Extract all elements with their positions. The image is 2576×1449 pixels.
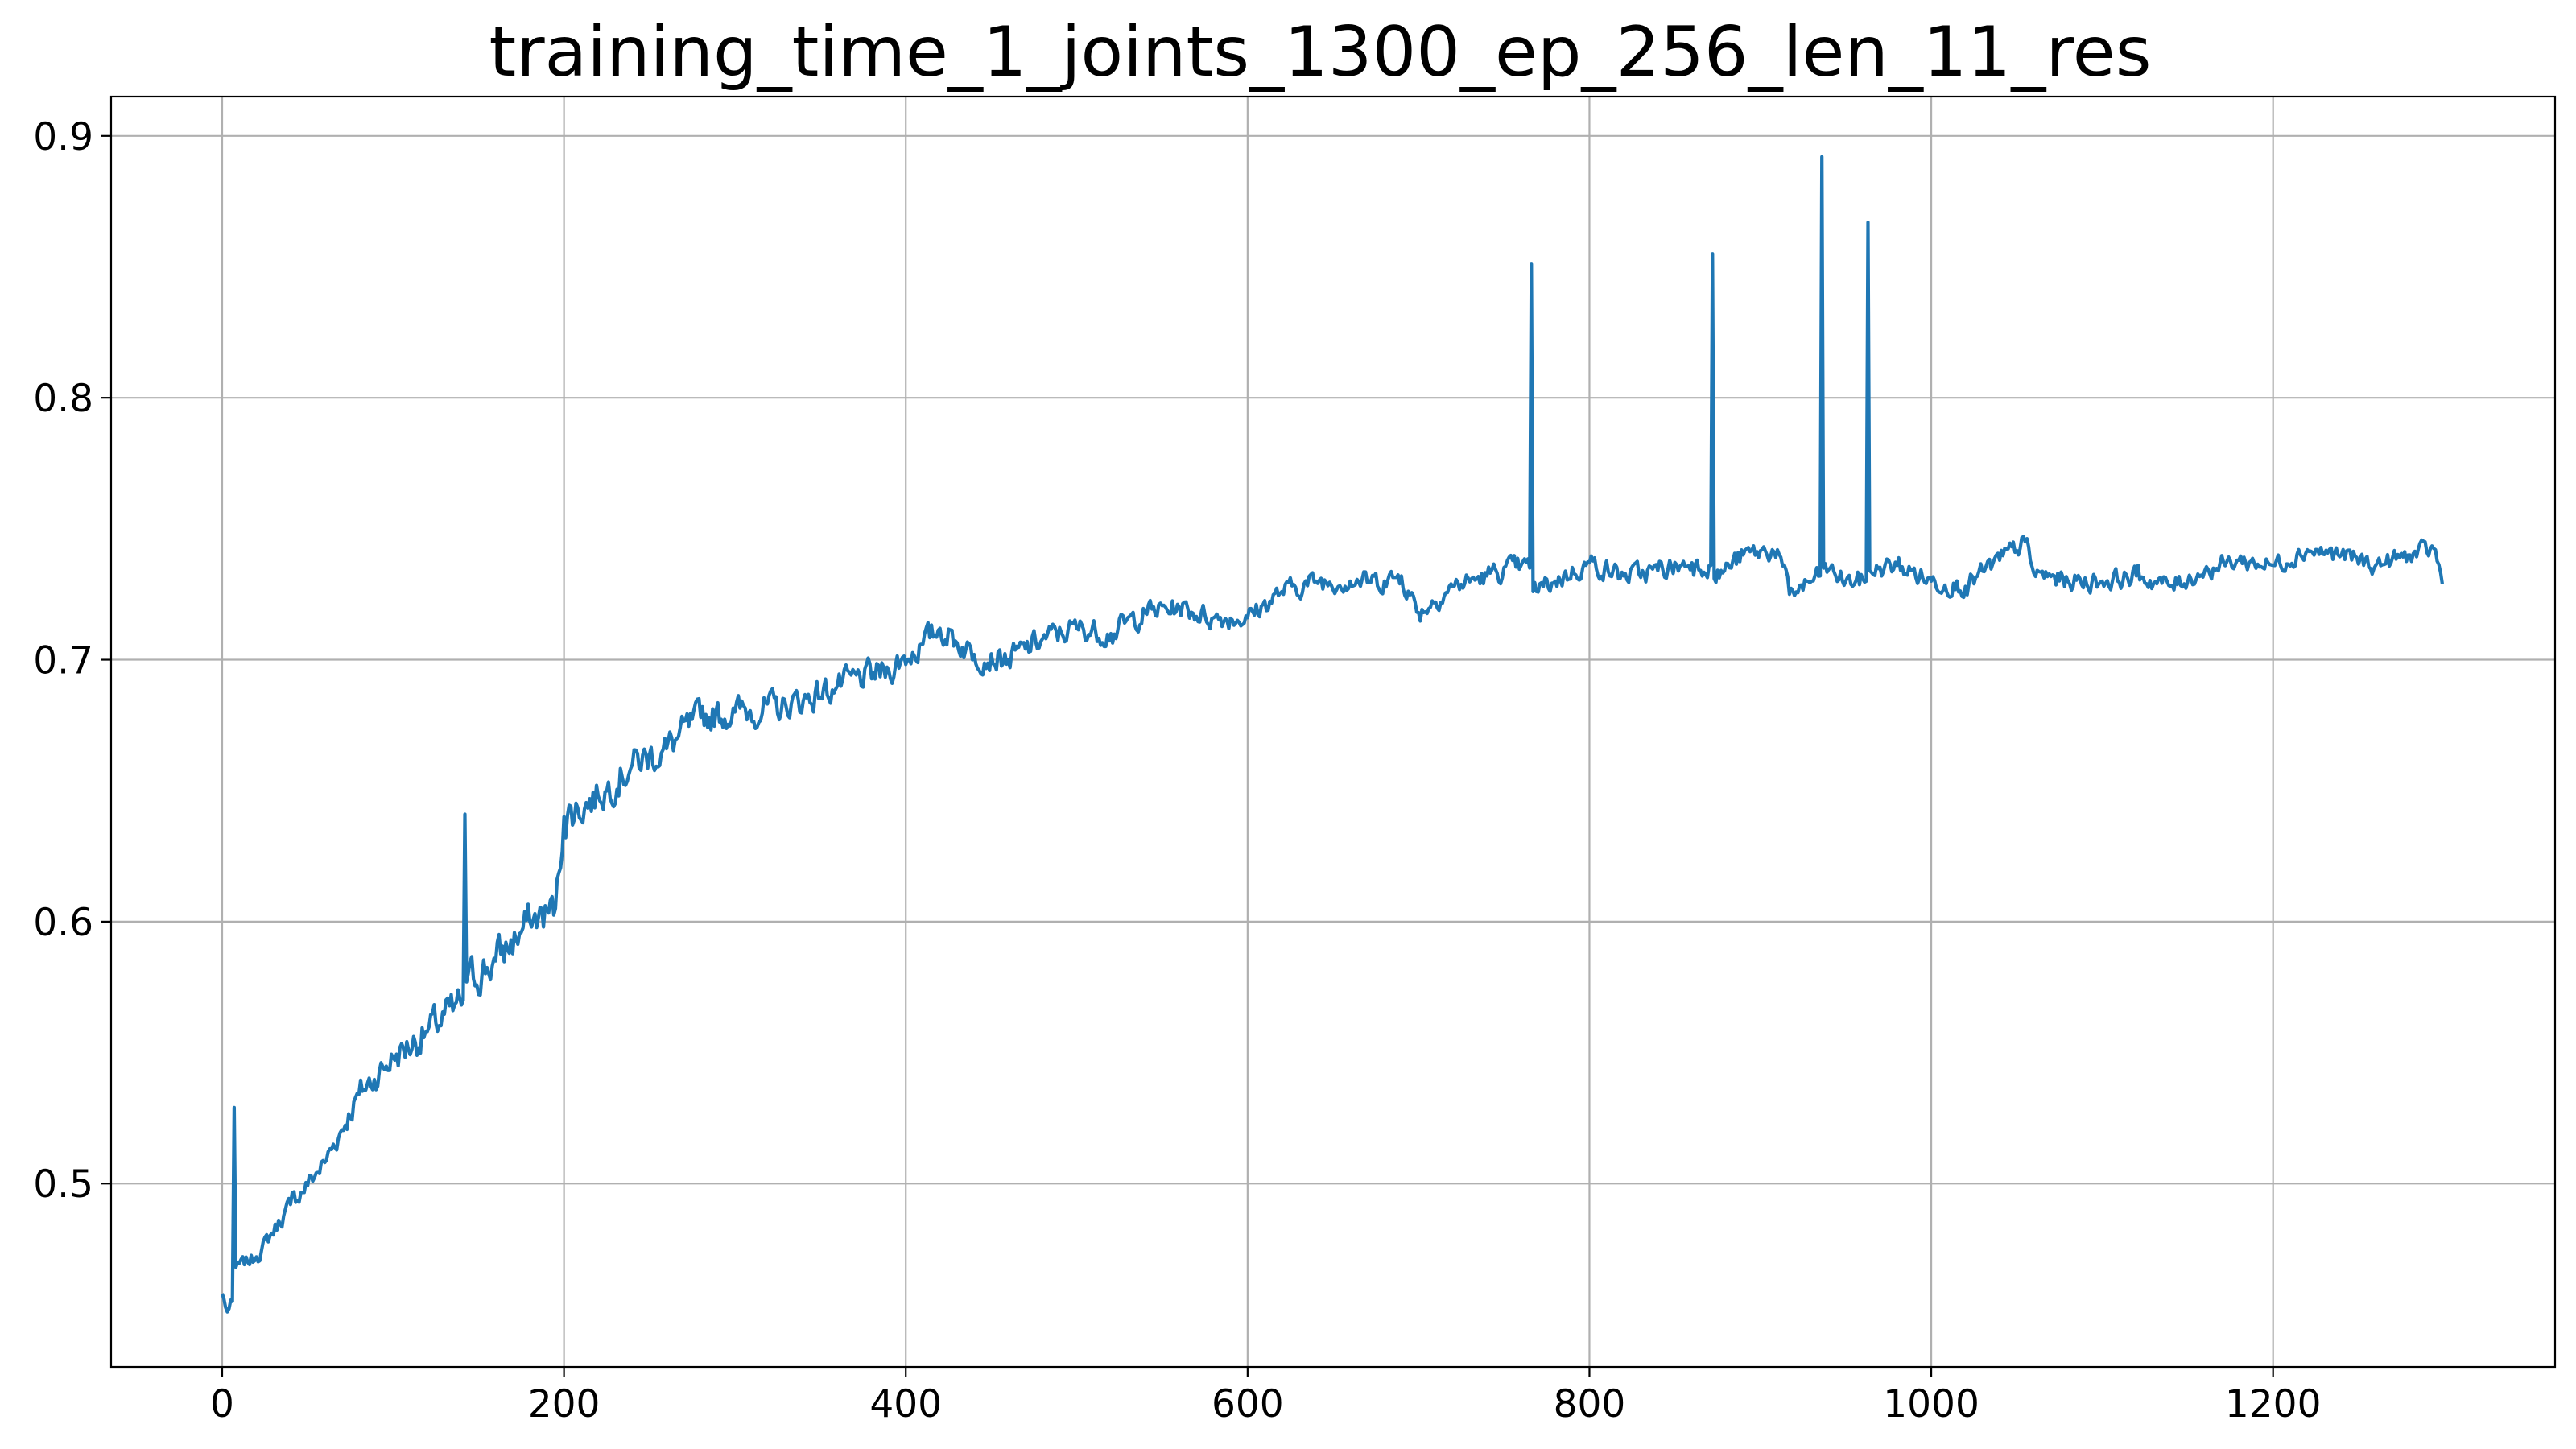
x-tick-label: 1200 [2225,1382,2322,1426]
x-tick-label: 1000 [1883,1382,1979,1426]
chart-title: training_time_1_joints_1300_ep_256_len_1… [489,12,2151,93]
x-tick-label: 200 [528,1382,601,1426]
x-tick-label: 0 [210,1382,234,1426]
y-tick-label: 0.8 [33,377,93,421]
x-tick-label: 800 [1554,1382,1626,1426]
y-tick-label: 0.5 [33,1162,93,1207]
y-tick-label: 0.6 [33,901,93,945]
plot-frame [109,95,2557,1368]
x-tick-label: 600 [1212,1382,1284,1426]
series-line [221,155,2444,1314]
y-tick-label: 0.7 [33,639,93,683]
x-tick-label: 400 [869,1382,942,1426]
axis-ticks: 0 200 400 600 800 1000 1200 0.5 0.6 0.7 0.8 0.9 [33,115,2321,1426]
series-group [221,155,2444,1314]
y-tick-label: 0.9 [33,115,93,159]
grid [111,97,2555,1367]
